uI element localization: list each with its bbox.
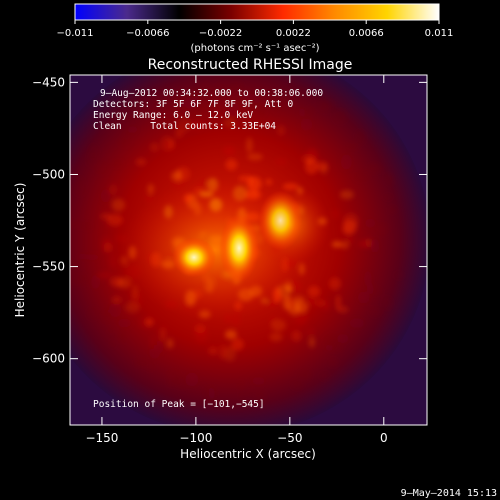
colorbar-tick-label-3: 0.0022 (276, 28, 311, 39)
colorbar-unit-label: (photons cm⁻² s⁻¹ asec⁻²) (190, 43, 319, 54)
info-time-range: 9–Aug–2012 00:34:32.000 to 00:38:06.000 (100, 88, 323, 99)
heatmap-image (70, 75, 427, 425)
x-tick-label-2: −50 (277, 431, 302, 445)
info-clean-counts: Clean Total counts: 3.33E+04 (93, 121, 276, 132)
colorbar-tick-label-5: 0.011 (425, 28, 454, 39)
source-2 (219, 214, 260, 283)
y-tick-label-3: −600 (32, 352, 65, 366)
chart-title: Reconstructed RHESSI Image (148, 57, 353, 73)
x-axis-label: Heliocentric X (arcsec) (180, 447, 316, 461)
info-detectors: Detectors: 3F 5F 6F 7F 8F 9F, Att 0 (93, 99, 293, 110)
timestamp: 9–May–2014 15:13 (401, 488, 497, 499)
y-tick-label-1: −500 (32, 167, 65, 181)
y-axis-label: Heliocentric Y (arcsec) (13, 183, 27, 318)
colorbar-tick-label-2: −0.0022 (199, 28, 242, 39)
colorbar-tick-label-1: −0.0066 (126, 28, 169, 39)
y-axis: −450 −500 −550 −600 (32, 75, 427, 366)
peak-position-label: Position of Peak = [−101,−545] (93, 399, 265, 410)
colorbar-ticks: −0.011 −0.0066 −0.0022 0.0022 0.0066 0.011 (56, 20, 453, 39)
x-axis: −150 −100 −50 0 (85, 75, 388, 445)
source-3 (258, 190, 303, 251)
plot-frame (69, 74, 428, 426)
info-energy-range: Energy Range: 6.0 – 12.0 keV (93, 110, 253, 121)
colorbar-tick-label-0: −0.011 (56, 28, 93, 39)
colorbar-tick-label-4: 0.0066 (349, 28, 384, 39)
y-tick-label-2: −550 (32, 260, 65, 274)
x-tick-label-0: −150 (85, 431, 118, 445)
y-tick-label-0: −450 (32, 75, 65, 89)
source-1-peak (172, 237, 217, 278)
colorbar (74, 3, 440, 21)
x-tick-label-1: −100 (179, 431, 212, 445)
x-tick-label-3: 0 (380, 431, 388, 445)
